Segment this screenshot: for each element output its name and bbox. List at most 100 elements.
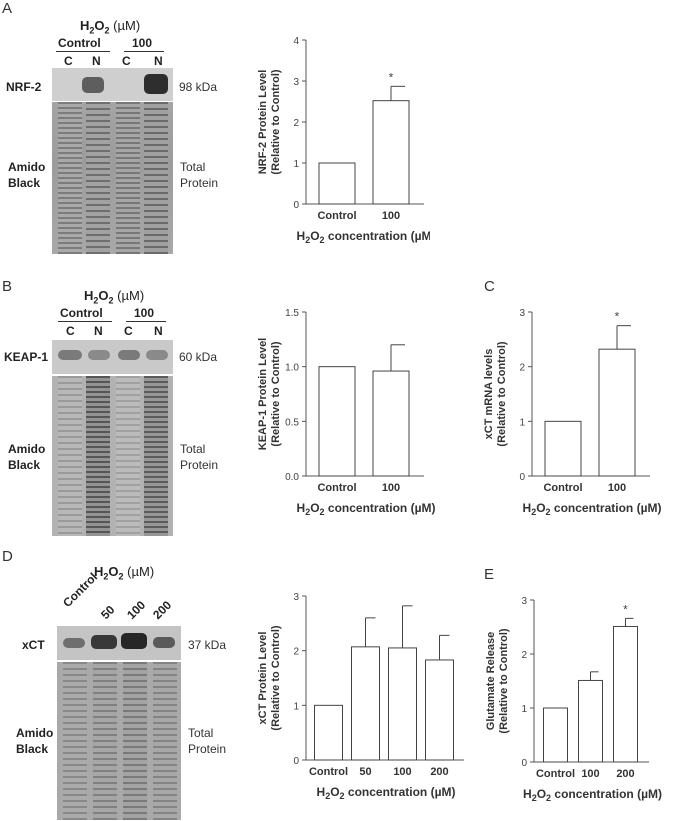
- y-tick-label: 3: [293, 592, 299, 603]
- lane-label: N: [154, 54, 163, 68]
- blot-lane: [144, 376, 168, 536]
- bar: [372, 370, 410, 477]
- panel-letter-b: B: [2, 278, 13, 295]
- category-label: 100: [382, 482, 400, 494]
- group-underline: [56, 51, 110, 52]
- total-protein-blot-a: [52, 102, 173, 254]
- stain-label-a1: Amido: [8, 160, 46, 174]
- bar-chart-glutamate: 0 1 2 3 Glutamate Release (Relative to Contro…: [485, 596, 662, 803]
- x-axis-label: H2O2 concentration (µM): [317, 785, 456, 801]
- group-control-a: Control: [58, 36, 101, 50]
- group-control-b: Control: [60, 306, 103, 320]
- lane-label: N: [92, 54, 101, 68]
- unit-a: (µM): [113, 18, 141, 33]
- protein-label-b: KEAP-1: [4, 350, 49, 364]
- category-label: 50: [359, 766, 371, 778]
- x-axis-label-part: 2: [532, 793, 537, 803]
- bar: [543, 707, 568, 763]
- blot-lane: [116, 376, 140, 536]
- total-label-a1: Total: [180, 160, 206, 174]
- lane-label: C: [124, 324, 133, 338]
- category-label: Control: [317, 210, 356, 222]
- lane-label: 200: [150, 597, 175, 622]
- category-label: 100: [382, 210, 400, 222]
- bar: [318, 366, 356, 477]
- y-tick-label: 3: [519, 308, 525, 319]
- bar: [578, 679, 603, 763]
- xct-blot: [57, 626, 181, 660]
- total-label-a2: Protein: [180, 176, 219, 190]
- y-tick-label: 2: [293, 647, 299, 658]
- y-axis-label-2: (Relative to Control): [498, 628, 510, 733]
- stain-label-a2: Black: [8, 176, 41, 190]
- y-tick-label: 1: [519, 417, 525, 428]
- group-100-b: 100: [134, 306, 155, 320]
- bar-chart-xct-mrna: 0 1 2 3 xCT mRNA levels (Relative to Control)…: [483, 308, 661, 517]
- x-axis-label-part: concentration (µM): [325, 501, 436, 515]
- x-axis-label-part: 2: [305, 507, 310, 517]
- bar: [425, 659, 454, 761]
- blot-lane: [153, 662, 177, 820]
- blot-band: [88, 350, 110, 360]
- stain-label-b2: Black: [8, 458, 41, 472]
- blot-band: [144, 74, 168, 94]
- category-label: Control: [317, 482, 356, 494]
- kda-label-d: 37 kDa: [188, 638, 227, 652]
- panel-letter-d: D: [2, 548, 13, 565]
- lane-label: N: [94, 324, 103, 338]
- total-label-d2: Protein: [188, 742, 227, 756]
- y-tick-label: 0: [293, 756, 299, 767]
- blot-lane: [86, 102, 110, 254]
- category-label: Control: [309, 766, 348, 778]
- total-label-b1: Total: [180, 442, 206, 456]
- y-tick-label: 0: [293, 200, 299, 211]
- unit-d: (µM): [127, 564, 155, 579]
- blot-lane: [116, 102, 140, 254]
- x-axis-label-part: O: [330, 785, 339, 799]
- blot-band: [146, 350, 168, 360]
- keap1-blot: [52, 340, 173, 374]
- lane-label: 100: [124, 597, 149, 622]
- x-axis-label-part: 2: [325, 791, 330, 801]
- lane-label: N: [154, 324, 163, 338]
- x-axis-label: H2O2 concentration (µM): [297, 229, 430, 245]
- y-axis-label: xCT Protein Level: [257, 632, 269, 725]
- lane-label: Control: [60, 569, 101, 610]
- blot-band: [63, 638, 85, 648]
- blot-lane: [123, 662, 147, 820]
- category-label: 100: [393, 766, 411, 778]
- bar-chart-nrf2: 0 1 2 3 4 NRF-2 Protein Level (Relative to Con…: [257, 36, 430, 245]
- category-label: 200: [616, 768, 634, 780]
- category-label: 100: [581, 768, 599, 780]
- category-label: Control: [543, 482, 582, 494]
- significance-marker: *: [623, 602, 628, 616]
- y-tick-label: 0: [521, 758, 527, 769]
- total-label-b2: Protein: [180, 458, 219, 472]
- y-axis-label-2: (Relative to Control): [270, 69, 282, 174]
- category-label: Control: [536, 768, 575, 780]
- stain-label-d2: Black: [16, 742, 49, 756]
- significance-marker: *: [615, 310, 620, 324]
- blot-band: [91, 635, 117, 649]
- x-axis-label-part: 2: [340, 791, 345, 801]
- x-axis-label-part: 2: [546, 793, 551, 803]
- nrf2-blot: [52, 68, 173, 101]
- x-axis-label-part: H: [523, 787, 532, 801]
- y-tick-label: 1: [293, 701, 299, 712]
- x-axis-label: H2O2 concentration (µM): [523, 787, 662, 803]
- treatment-header-a: H2O2 (µM): [80, 18, 141, 36]
- x-axis-label-part: 2: [320, 235, 325, 245]
- bar: [544, 420, 582, 477]
- lane-label: C: [66, 324, 75, 338]
- y-axis-label-2: (Relative to Control): [270, 341, 282, 446]
- panel-letter-a: A: [2, 0, 13, 17]
- y-tick-label: 1: [521, 704, 527, 715]
- y-axis-label: Glutamate Release: [485, 632, 497, 730]
- blot-lane: [58, 102, 82, 254]
- x-axis-label-part: 2: [305, 235, 310, 245]
- x-axis-label-part: O: [537, 787, 546, 801]
- y-tick-label: 1.0: [285, 363, 299, 374]
- protein-label-d: xCT: [22, 638, 45, 652]
- blot-band: [58, 350, 82, 360]
- x-axis-label-part: H: [523, 501, 532, 515]
